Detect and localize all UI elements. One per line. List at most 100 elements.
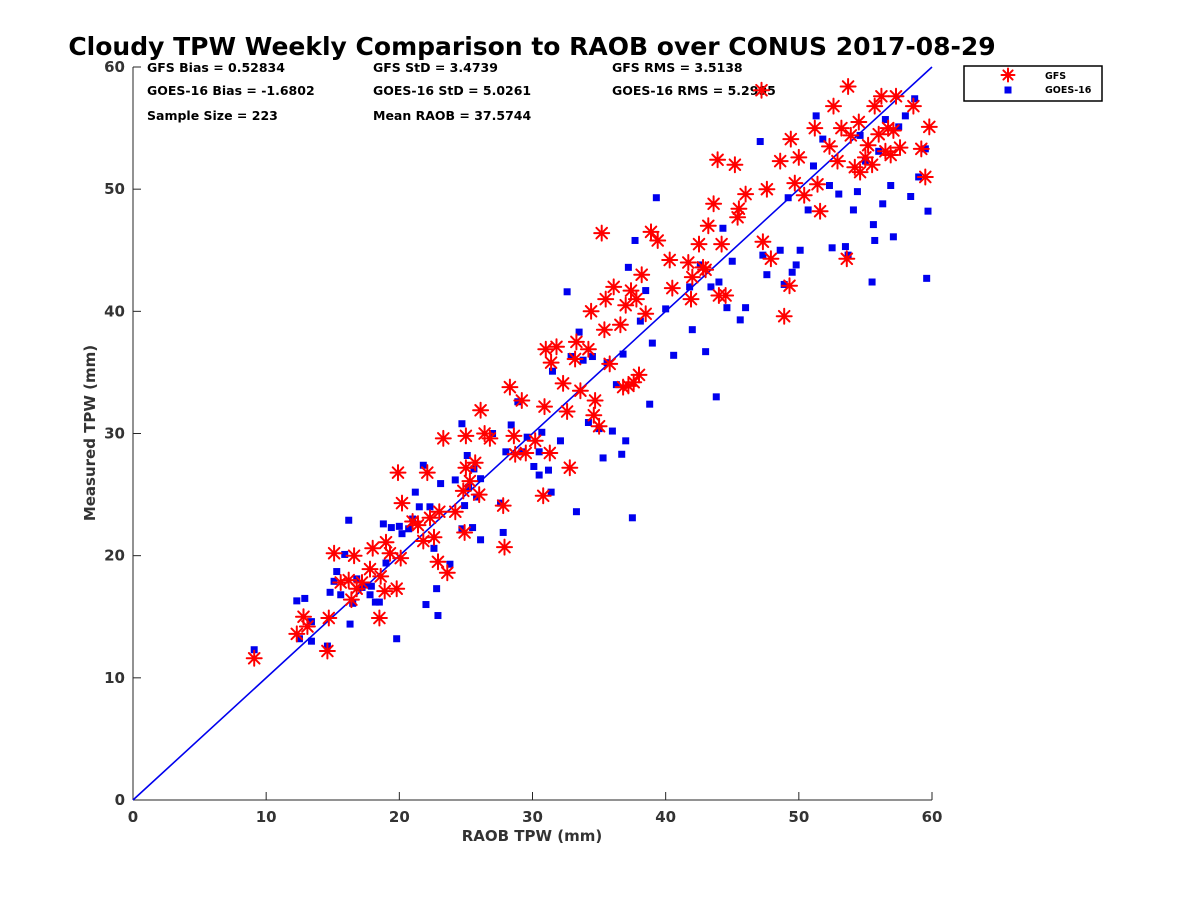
gfs-point (381, 544, 399, 562)
goes16-point (341, 550, 349, 558)
gfs-point-shape (454, 482, 472, 500)
legend-gfs-asterisk (1000, 67, 1016, 83)
gfs-point-shape (825, 97, 842, 115)
gfs-point (832, 119, 850, 137)
legend-goes16-square (1004, 86, 1012, 94)
goes16-point (547, 488, 555, 496)
gfs-point-shape (771, 152, 789, 170)
gfs-point-shape (457, 459, 475, 477)
gfs-point-shape (754, 233, 772, 251)
goes16-point (670, 351, 678, 359)
gfs-point-shape (418, 464, 436, 482)
goes16-point (446, 560, 454, 568)
gfs-point (345, 547, 363, 565)
goes16-point (461, 502, 469, 510)
gfs-point (567, 333, 585, 351)
gfs-point-shape (597, 290, 615, 308)
goes16-point (907, 192, 915, 200)
gfs-point (630, 366, 648, 384)
goes16-point (470, 465, 478, 473)
gfs-point (637, 305, 655, 323)
gfs-point (697, 261, 715, 279)
legend-marker-gfs (1000, 67, 1016, 83)
gfs-point-shape (505, 427, 523, 445)
stat-sample-size: Sample Size = 223 (147, 108, 278, 123)
gfs-point (430, 503, 448, 521)
gfs-point-shape (393, 494, 411, 512)
gfs-point (717, 287, 735, 304)
goes16-point (812, 112, 820, 120)
legend-gfs-asterisk-shape (1000, 67, 1016, 83)
gfs-point (318, 642, 336, 660)
stat-gfs-bias: GFS Bias = 0.52834 (147, 60, 285, 75)
goes16-point (618, 450, 626, 458)
gfs-point (809, 175, 826, 193)
goes16-point (715, 278, 723, 286)
gfs-point (340, 571, 358, 589)
gfs-point-shape (920, 118, 938, 136)
goes16-point (911, 95, 919, 103)
gfs-point (586, 392, 604, 409)
gfs-point (372, 567, 390, 585)
gfs-point-shape (842, 126, 860, 144)
gfs-point-shape (872, 87, 890, 105)
gfs-point (842, 126, 860, 144)
gfs-point (619, 377, 637, 395)
gfs-point-shape (372, 567, 390, 585)
goes16-point (608, 427, 616, 435)
legend-label-goes16: GOES-16 (1045, 85, 1092, 96)
gfs-point (561, 459, 579, 477)
gfs-point-shape (729, 208, 747, 226)
goes16-point (575, 328, 583, 336)
gfs-point-shape (593, 224, 611, 242)
gfs-point (730, 200, 748, 218)
goes16-point (563, 288, 571, 296)
gfs-point (713, 235, 731, 253)
gfs-point-shape (690, 235, 708, 253)
x-tick-label: 30 (522, 808, 543, 826)
gfs-point (496, 538, 513, 556)
goes16-point (828, 244, 836, 252)
goes16-point (628, 514, 636, 522)
gfs-point-shape (637, 305, 655, 323)
x-tick-label: 50 (788, 808, 809, 826)
gfs-point-shape (409, 516, 427, 534)
gfs-point-shape (758, 180, 776, 198)
gfs-point (920, 118, 938, 136)
goes16-point (804, 206, 812, 214)
gfs-point (320, 609, 338, 627)
x-axis-label: RAOB TPW (mm) (462, 827, 603, 845)
y-tick-label: 50 (104, 180, 125, 198)
goes16-point (395, 522, 403, 530)
goes16-point (530, 462, 538, 470)
gfs-point-shape (295, 608, 312, 626)
gfs-point (404, 513, 422, 530)
gfs-point (597, 290, 615, 308)
gfs-point (418, 464, 436, 482)
gfs-point-shape (376, 582, 394, 600)
y-axis-label: Measured TPW (mm) (81, 345, 99, 521)
goes16-point (458, 420, 466, 428)
gfs-point-shape (496, 538, 513, 556)
goes16-point (387, 524, 395, 532)
gfs-point (517, 444, 535, 462)
gfs-point (472, 401, 490, 419)
gfs-point-shape (625, 373, 643, 391)
gfs-point-shape (494, 497, 512, 515)
gfs-point-shape (679, 254, 697, 271)
gfs-point (705, 195, 723, 213)
chart-title: Cloudy TPW Weekly Comparison to RAOB ove… (68, 32, 995, 61)
goes16-point (887, 182, 895, 190)
goes16-point (379, 520, 387, 528)
gfs-point (438, 564, 456, 582)
gfs-point (526, 432, 544, 450)
gfs-point-shape (501, 378, 519, 396)
gfs-point-shape (364, 539, 382, 557)
y-tick-label: 0 (115, 791, 125, 809)
goes16-point (728, 257, 736, 265)
goes16-point (924, 207, 932, 215)
gfs-point (887, 87, 905, 105)
goes16-point (868, 278, 876, 286)
goes16-point (345, 516, 353, 524)
